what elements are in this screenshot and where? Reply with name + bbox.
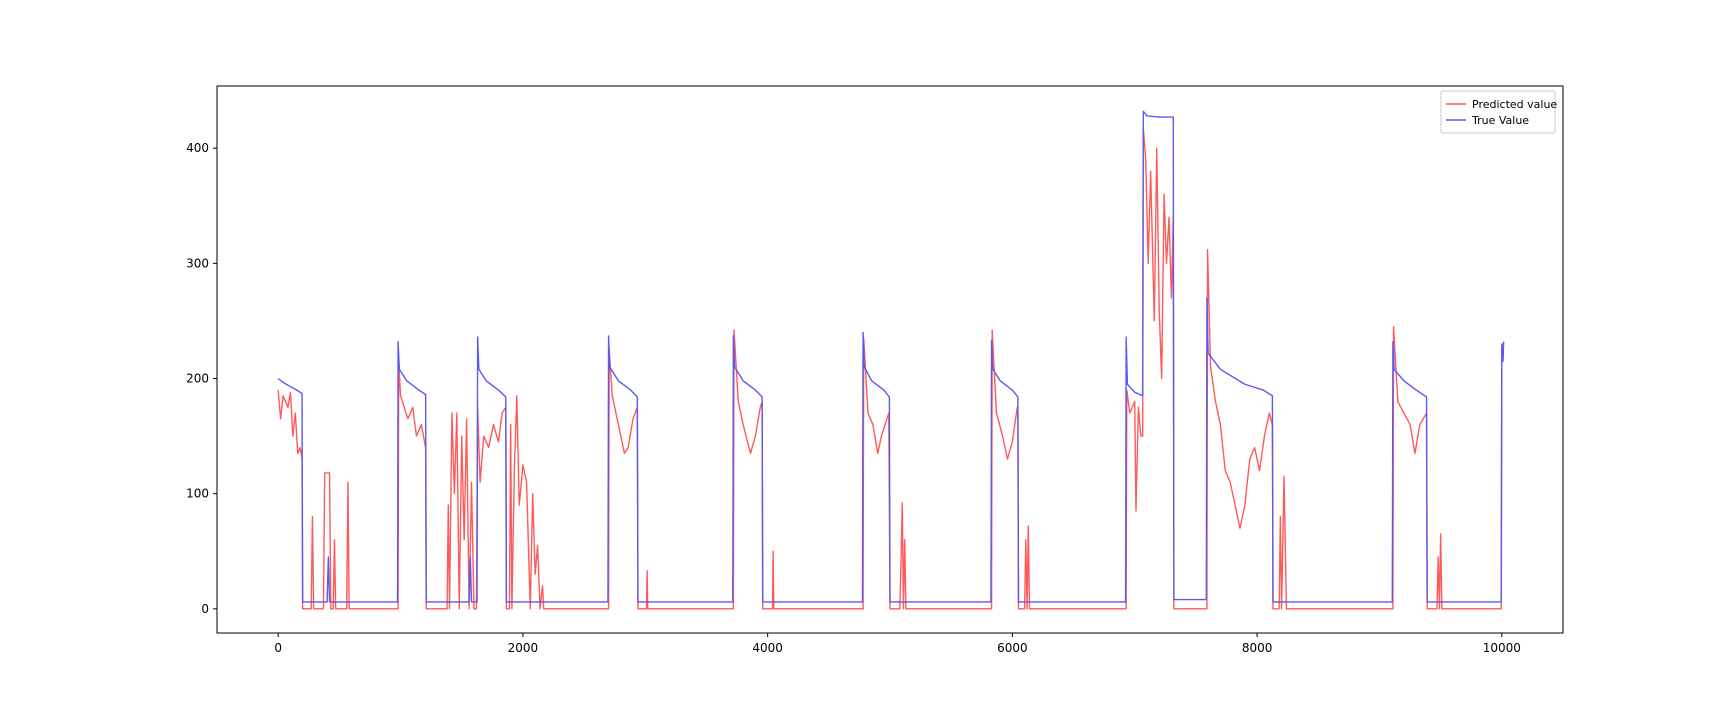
legend-label: Predicted value xyxy=(1472,98,1557,111)
x-tick-label: 2000 xyxy=(508,641,539,655)
y-tick-label: 100 xyxy=(186,487,209,501)
x-tick-label: 8000 xyxy=(1242,641,1273,655)
legend-box xyxy=(1440,90,1556,134)
x-tick-label: 10000 xyxy=(1483,641,1521,655)
y-tick-label: 300 xyxy=(186,256,209,270)
x-tick-label: 0 xyxy=(274,641,282,655)
x-tick-label: 6000 xyxy=(997,641,1028,655)
y-tick-label: 0 xyxy=(201,602,209,616)
data-line xyxy=(277,110,1505,603)
legend-label: True Value xyxy=(1471,114,1529,127)
plot-frame xyxy=(216,85,1564,634)
x-tick-label: 4000 xyxy=(752,641,783,655)
y-tick-label: 200 xyxy=(186,372,209,386)
y-tick-label: 400 xyxy=(186,141,209,155)
